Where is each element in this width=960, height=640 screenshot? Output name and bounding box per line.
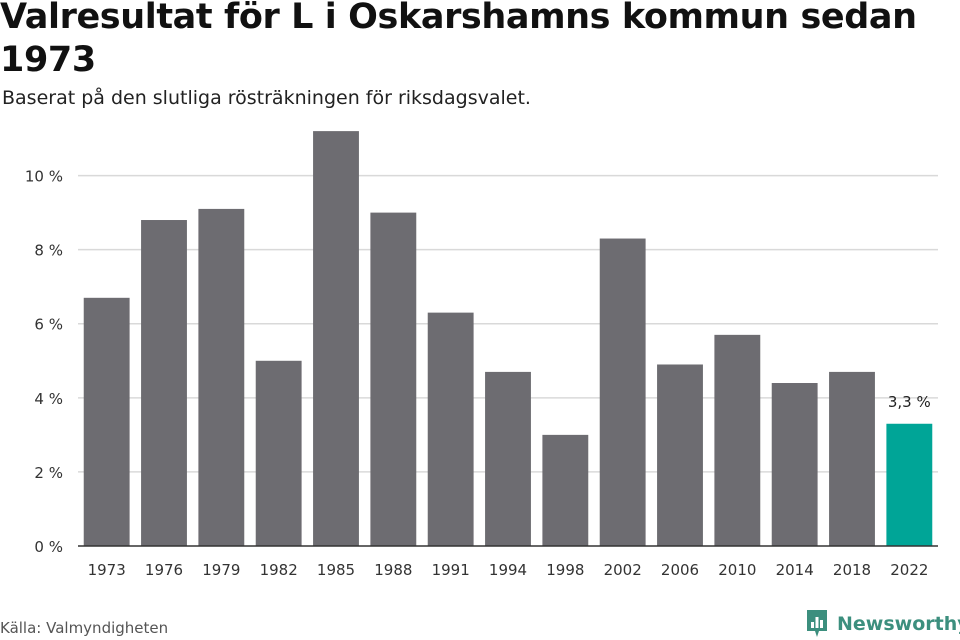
y-tick-label: 8 % xyxy=(34,242,63,260)
bar-1982 xyxy=(255,360,302,546)
bar-chart: 0 % 2 % 4 % 6 % 8 % 10 % 1973 1976 1979 1982 1985… xyxy=(25,131,938,579)
x-tick-label: 1998 xyxy=(546,561,584,579)
x-axis-labels: 1973 1976 1979 1982 1985 1988 1991 1994 1998 2002… xyxy=(88,561,929,579)
x-tick-label: 2002 xyxy=(604,561,642,579)
bar-1998 xyxy=(542,434,589,546)
x-tick-label: 2010 xyxy=(718,561,756,579)
bar-1994 xyxy=(485,371,531,546)
x-tick-label: 1979 xyxy=(202,561,240,579)
y-tick-label: 6 % xyxy=(34,316,63,334)
x-tick-label: 2006 xyxy=(661,561,699,579)
x-tick-label: 2014 xyxy=(776,561,814,579)
bar-2006 xyxy=(657,364,703,546)
x-tick-label: 1988 xyxy=(374,561,412,579)
bar-2002 xyxy=(599,238,646,546)
y-tick-label: 2 % xyxy=(34,464,63,482)
chart-title: Valresultat för L i Oskarshamns kommun s… xyxy=(0,0,917,80)
bar-2014 xyxy=(771,383,818,546)
newsworthy-logo-icon xyxy=(807,610,827,637)
x-tick-label: 1976 xyxy=(145,561,183,579)
brand-name: Newsworthy xyxy=(837,613,960,635)
x-tick-label: 2018 xyxy=(833,561,871,579)
x-tick-label: 1991 xyxy=(432,561,470,579)
bar-2010 xyxy=(714,334,761,546)
y-tick-label: 0 % xyxy=(34,538,63,556)
bar-1985 xyxy=(313,131,359,546)
bar-1973 xyxy=(83,297,130,546)
brand-logo[interactable]: Newsworthy xyxy=(805,609,960,639)
y-axis-labels: 0 % 2 % 4 % 6 % 8 % 10 % xyxy=(25,168,63,556)
bar-1976 xyxy=(141,220,187,546)
y-tick-label: 4 % xyxy=(34,390,63,408)
x-tick-label: 1994 xyxy=(489,561,527,579)
y-tick-label: 10 % xyxy=(25,168,63,186)
data-label: 3,3 % xyxy=(888,393,931,411)
bar-2022 xyxy=(886,423,933,546)
chart-subtitle: Baserat på den slutliga rösträkningen fö… xyxy=(2,87,531,109)
x-tick-label: 1982 xyxy=(260,561,298,579)
bar-1988 xyxy=(370,212,417,546)
bar-1979 xyxy=(198,208,245,546)
bar-2018 xyxy=(829,371,875,546)
x-tick-label: 1985 xyxy=(317,561,355,579)
bar-1991 xyxy=(427,312,474,546)
source-note: Källa: Valmyndigheten xyxy=(0,619,169,637)
x-tick-label: 1973 xyxy=(88,561,126,579)
x-tick-label: 2022 xyxy=(890,561,928,579)
data-labels: 3,3 % xyxy=(888,393,931,411)
bars xyxy=(83,131,933,546)
